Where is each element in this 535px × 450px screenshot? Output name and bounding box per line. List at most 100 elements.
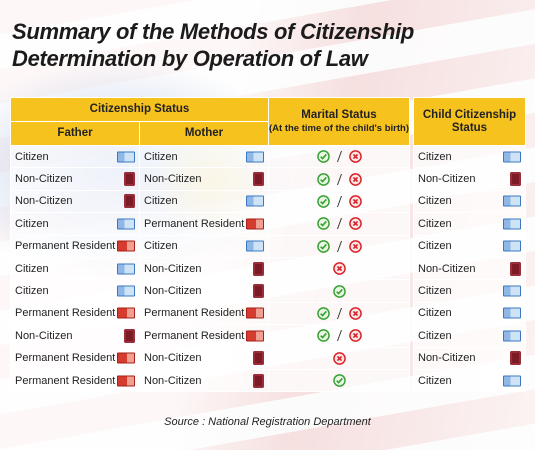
cell: Non-Citizen bbox=[139, 279, 269, 303]
cell: Citizen bbox=[413, 324, 526, 348]
check bbox=[317, 307, 330, 320]
title-line: Summary of the Methods of Citizenship bbox=[12, 19, 415, 44]
table: Citizenship Status Marital Status (At the… bbox=[10, 97, 526, 393]
cell-text: Citizen bbox=[418, 285, 452, 298]
id-icon bbox=[117, 151, 135, 163]
passport-icon bbox=[253, 373, 264, 388]
cell: Citizen bbox=[413, 279, 526, 303]
cell: Non-Citizen bbox=[139, 368, 269, 393]
cell: Citizen bbox=[139, 189, 269, 214]
id-icon bbox=[246, 195, 264, 207]
cell-text: Permanent Resident bbox=[144, 307, 245, 320]
header-note: (At the time of the child's birth) bbox=[269, 122, 410, 134]
cell: Citizen bbox=[10, 144, 140, 169]
check bbox=[317, 195, 330, 208]
cell-text: Non-Citizen bbox=[418, 173, 476, 186]
cell-text: Permanent Resident bbox=[15, 307, 116, 320]
cell bbox=[268, 346, 410, 370]
slash bbox=[336, 173, 342, 185]
pr-icon bbox=[117, 375, 135, 387]
cell-text: Citizen bbox=[418, 150, 452, 163]
passport-icon bbox=[253, 172, 264, 187]
cell-text: Permanent Resident bbox=[15, 374, 116, 387]
cell-text: Permanent Resident bbox=[15, 352, 116, 365]
passport-icon bbox=[253, 351, 264, 366]
cell-text: Non-Citizen bbox=[418, 352, 476, 365]
pr-icon bbox=[246, 330, 264, 342]
cell: Permanent Resident bbox=[10, 346, 140, 370]
header: Mother bbox=[139, 121, 269, 146]
cell-text: Citizen bbox=[15, 285, 49, 298]
cell-text: Permanent Resident bbox=[144, 329, 245, 342]
check bbox=[333, 285, 346, 298]
slash bbox=[336, 330, 342, 342]
check bbox=[333, 374, 346, 387]
cell-text: Citizen bbox=[15, 150, 49, 163]
passport-icon bbox=[253, 261, 264, 276]
source: Source : National Registration Departmen… bbox=[164, 416, 371, 428]
pr-icon bbox=[246, 307, 264, 319]
cell bbox=[268, 256, 410, 281]
cell: Permanent Resident bbox=[139, 324, 269, 348]
cell-text: Non-Citizen bbox=[144, 262, 202, 275]
cell-text: Citizen bbox=[418, 240, 452, 253]
cross bbox=[349, 217, 362, 230]
cell: Permanent Resident bbox=[10, 368, 140, 393]
header: Citizenship Status bbox=[10, 97, 269, 122]
header: Marital Status (At the time of the child'… bbox=[268, 97, 410, 146]
cell: Non-Citizen bbox=[139, 167, 269, 191]
header: Father bbox=[10, 121, 140, 146]
cell bbox=[268, 279, 410, 303]
cell: Non-Citizen bbox=[139, 346, 269, 370]
cell bbox=[268, 301, 410, 326]
cell-text: Permanent Resident bbox=[144, 217, 245, 230]
title: Summary of the Methods of Citizenship Det… bbox=[12, 18, 414, 72]
check bbox=[317, 173, 330, 186]
cell: Non-Citizen bbox=[413, 346, 526, 370]
cell: Citizen bbox=[413, 212, 526, 236]
cross bbox=[349, 329, 362, 342]
slash bbox=[336, 240, 342, 252]
cell: Citizen bbox=[10, 212, 140, 236]
cell-text: Non-Citizen bbox=[418, 262, 476, 275]
cell-text: Citizen bbox=[418, 307, 452, 320]
passport-icon bbox=[124, 328, 135, 343]
id-icon bbox=[503, 375, 521, 387]
cell: Non-Citizen bbox=[413, 167, 526, 191]
id-icon bbox=[503, 195, 521, 207]
cross bbox=[349, 240, 362, 253]
cell: Citizen bbox=[413, 144, 526, 169]
cell bbox=[268, 167, 410, 191]
cross bbox=[349, 195, 362, 208]
cell: Permanent Resident bbox=[139, 212, 269, 236]
cell-text: Non-Citizen bbox=[144, 285, 202, 298]
cell: Citizen bbox=[413, 189, 526, 214]
pr-icon bbox=[246, 218, 264, 230]
cell: Citizen bbox=[413, 234, 526, 258]
cell-text: Non-Citizen bbox=[144, 173, 202, 186]
id-icon bbox=[246, 240, 264, 252]
cell-text: Citizen bbox=[418, 374, 452, 387]
cell-text: Citizen bbox=[15, 217, 49, 230]
header: Child Citizenship Status bbox=[413, 97, 526, 146]
cell bbox=[268, 368, 410, 393]
check bbox=[317, 150, 330, 163]
cell-text: Non-Citizen bbox=[15, 173, 73, 186]
cell bbox=[268, 189, 410, 214]
cell-text: Non-Citizen bbox=[144, 352, 202, 365]
cell: Citizen bbox=[413, 368, 526, 393]
cell bbox=[268, 324, 410, 348]
header-text: Marital Status bbox=[301, 108, 377, 121]
slash bbox=[336, 218, 342, 230]
id-icon bbox=[503, 285, 521, 297]
cross bbox=[349, 307, 362, 320]
passport-icon bbox=[124, 172, 135, 187]
cell-text: Non-Citizen bbox=[15, 195, 73, 208]
check bbox=[317, 217, 330, 230]
passport-icon bbox=[510, 261, 521, 276]
cell-text: Non-Citizen bbox=[144, 374, 202, 387]
cell-text: Citizen bbox=[144, 150, 178, 163]
pr-icon bbox=[117, 240, 135, 252]
cell: Non-Citizen bbox=[10, 189, 140, 214]
